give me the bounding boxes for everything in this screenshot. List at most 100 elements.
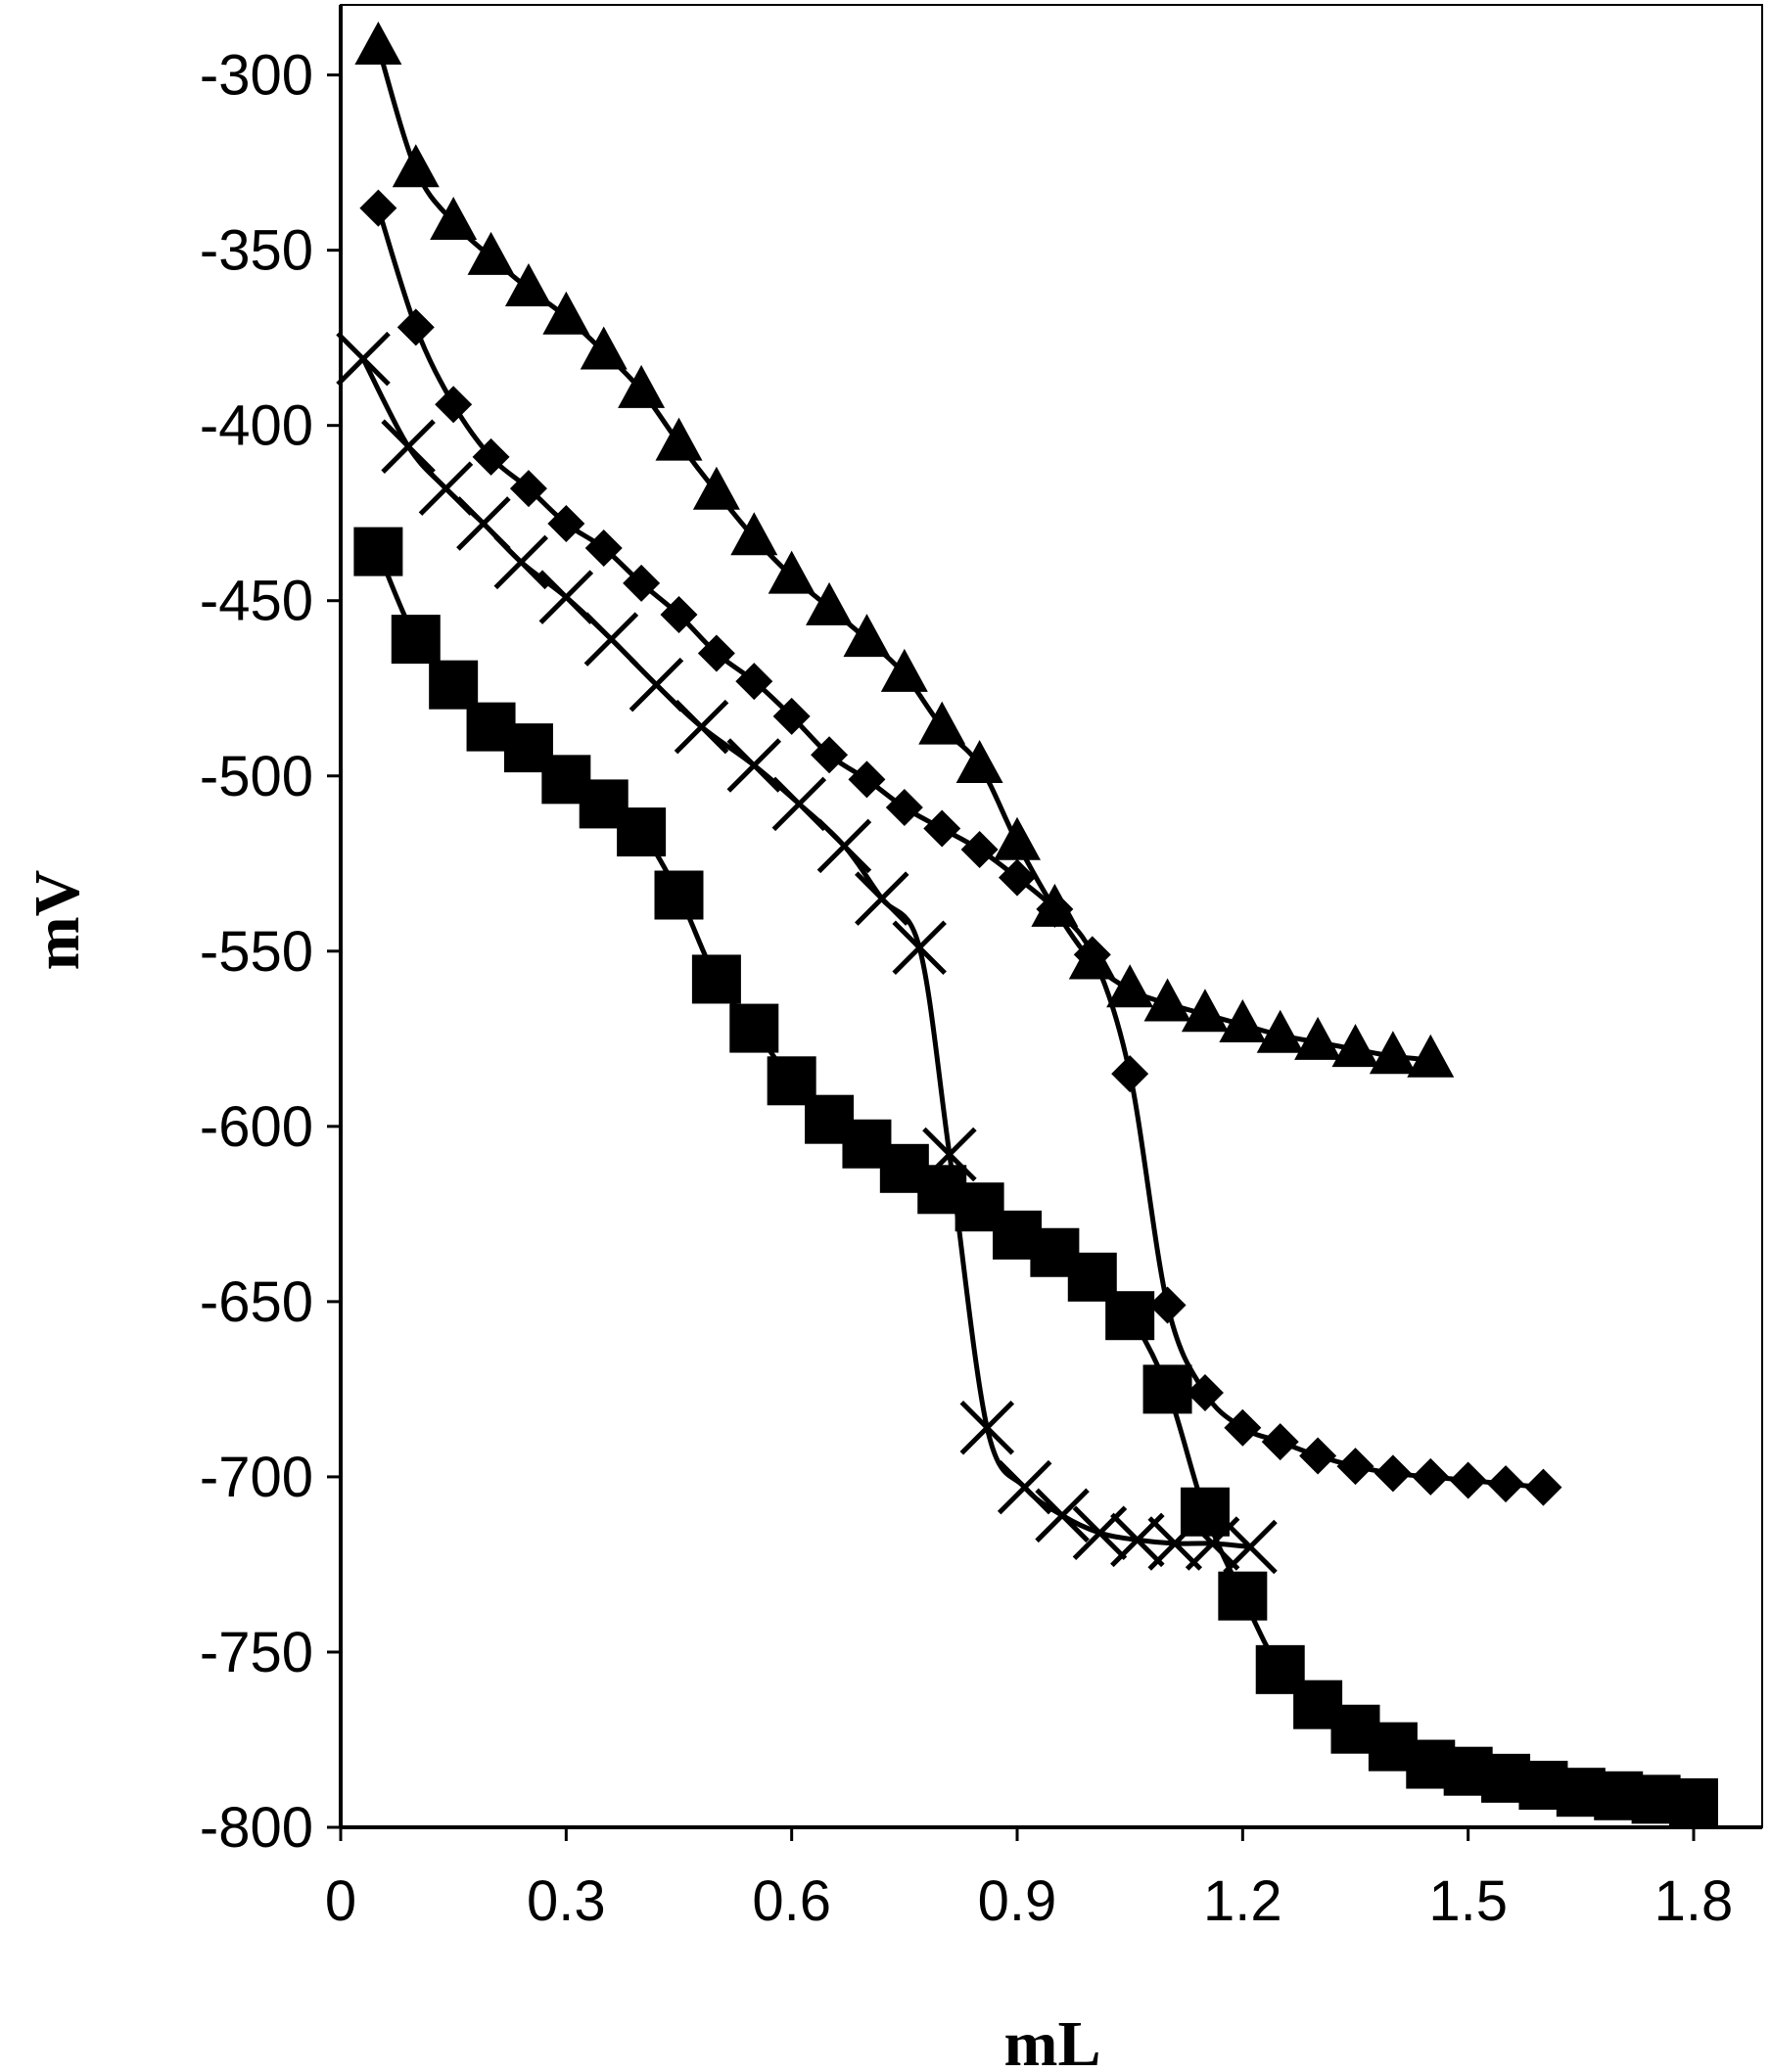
data-point-triangle bbox=[354, 21, 402, 65]
y-tick-label: -700 bbox=[200, 1446, 313, 1509]
data-point-square bbox=[391, 615, 441, 665]
data-point-triangle bbox=[1219, 999, 1267, 1043]
data-point-square bbox=[429, 660, 479, 710]
data-point-triangle bbox=[843, 614, 891, 658]
data-point-square bbox=[691, 954, 741, 1004]
data-point-diamond bbox=[1374, 1454, 1412, 1493]
data-point-diamond bbox=[623, 564, 661, 602]
data-point-diamond bbox=[885, 788, 923, 826]
series-layer bbox=[336, 21, 1718, 1827]
y-tick-label: -750 bbox=[200, 1621, 313, 1684]
data-point-x bbox=[771, 776, 827, 832]
data-point-triangle bbox=[955, 740, 1003, 784]
data-point-triangle bbox=[580, 326, 628, 370]
data-point-x bbox=[997, 1459, 1052, 1515]
data-point-diamond bbox=[848, 760, 886, 799]
series-square bbox=[353, 527, 1718, 1827]
data-point-x bbox=[855, 871, 909, 926]
y-tick-label: -600 bbox=[200, 1095, 313, 1159]
data-point-diamond bbox=[584, 530, 623, 568]
data-point-diamond bbox=[435, 386, 473, 424]
data-point-square bbox=[1218, 1571, 1268, 1621]
data-point-diamond bbox=[735, 663, 773, 701]
y-tick-label: -300 bbox=[200, 44, 313, 108]
data-point-triangle bbox=[655, 417, 703, 461]
y-axis-title: mV bbox=[22, 870, 93, 971]
data-point-square bbox=[654, 870, 704, 920]
data-point-diamond bbox=[472, 437, 510, 476]
y-tick-label: -450 bbox=[200, 570, 313, 633]
data-point-diamond bbox=[660, 596, 698, 634]
data-point-triangle bbox=[768, 550, 815, 594]
data-point-triangle bbox=[1369, 1031, 1417, 1075]
data-point-triangle bbox=[806, 581, 854, 625]
y-tick-label: -500 bbox=[200, 745, 313, 808]
data-point-diamond bbox=[509, 470, 547, 508]
x-tick-label: 0.9 bbox=[978, 1869, 1057, 1933]
data-point-diamond bbox=[923, 809, 961, 848]
y-tick-label: -350 bbox=[200, 219, 313, 283]
data-point-triangle bbox=[692, 466, 740, 510]
y-axis-ticks: -300 -350 -400 -450 -500 -550 -600 -650 -700 -750… bbox=[200, 44, 341, 1860]
data-point-triangle bbox=[504, 263, 552, 307]
data-point-triangle bbox=[1181, 989, 1229, 1033]
data-point-diamond bbox=[1299, 1437, 1337, 1475]
data-point-diamond bbox=[1111, 1055, 1149, 1093]
data-point-triangle bbox=[994, 816, 1041, 860]
data-point-square bbox=[353, 527, 403, 576]
x-tick-label: 1.8 bbox=[1654, 1869, 1734, 1933]
x-axis-ticks: 0 0.3 0.6 0.9 1.2 1.5 1.8 bbox=[325, 1827, 1733, 1933]
x-tick-label: 0.3 bbox=[527, 1869, 606, 1933]
data-point-diamond bbox=[396, 308, 435, 346]
data-point-x bbox=[629, 657, 684, 713]
data-point-triangle bbox=[1331, 1024, 1379, 1068]
data-point-triangle bbox=[467, 231, 515, 275]
data-point-triangle bbox=[1143, 978, 1191, 1022]
x-tick-label: 0 bbox=[325, 1869, 356, 1933]
data-point-square bbox=[1142, 1364, 1192, 1414]
data-point-diamond bbox=[811, 736, 849, 774]
data-point-diamond bbox=[960, 830, 999, 868]
data-point-diamond bbox=[1524, 1468, 1562, 1506]
data-point-x bbox=[493, 534, 549, 590]
data-point-x bbox=[336, 331, 391, 387]
x-tick-label: 1.2 bbox=[1203, 1869, 1282, 1933]
data-point-x bbox=[1223, 1519, 1278, 1575]
data-point-triangle bbox=[542, 291, 590, 335]
x-tick-label: 0.6 bbox=[752, 1869, 831, 1933]
data-point-triangle bbox=[918, 701, 966, 745]
data-point-triangle bbox=[1294, 1016, 1342, 1060]
data-point-square bbox=[1105, 1291, 1155, 1341]
y-tick-label: -400 bbox=[200, 394, 313, 458]
series-x bbox=[336, 331, 1278, 1575]
data-point-diamond bbox=[999, 858, 1036, 897]
data-point-x bbox=[583, 612, 639, 667]
data-point-triangle bbox=[1106, 964, 1154, 1008]
data-point-diamond bbox=[1449, 1461, 1487, 1499]
data-point-x bbox=[959, 1401, 1015, 1455]
data-point-diamond bbox=[547, 504, 585, 542]
series-triangle bbox=[354, 21, 1455, 1078]
data-point-diamond bbox=[1186, 1373, 1224, 1411]
series-diamond bbox=[359, 189, 1562, 1506]
data-point-square bbox=[729, 1003, 779, 1053]
data-point-triangle bbox=[1256, 1009, 1304, 1053]
data-point-diamond bbox=[1412, 1457, 1450, 1496]
data-point-x bbox=[1035, 1488, 1090, 1543]
data-point-triangle bbox=[880, 648, 928, 692]
data-point-square bbox=[1180, 1487, 1230, 1537]
data-point-triangle bbox=[1407, 1034, 1455, 1078]
data-point-diamond bbox=[1073, 936, 1111, 974]
data-point-triangle bbox=[430, 197, 478, 241]
x-tick-label: 1.5 bbox=[1428, 1869, 1508, 1933]
data-point-diamond bbox=[359, 189, 397, 227]
data-point-square bbox=[617, 807, 667, 857]
data-point-x bbox=[674, 699, 729, 755]
data-point-x bbox=[538, 570, 594, 624]
data-point-x bbox=[892, 920, 947, 975]
data-point-x bbox=[816, 818, 872, 874]
data-point-triangle bbox=[392, 144, 440, 188]
data-point-diamond bbox=[1224, 1408, 1262, 1447]
data-point-diamond bbox=[1487, 1465, 1525, 1503]
